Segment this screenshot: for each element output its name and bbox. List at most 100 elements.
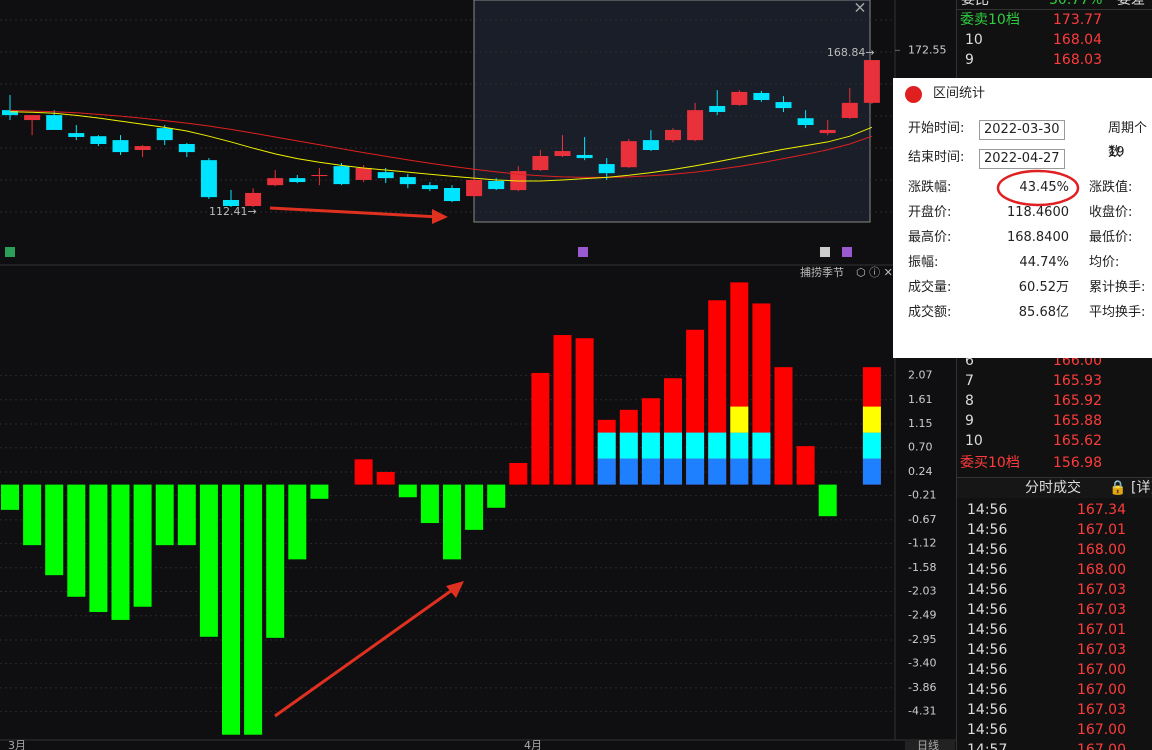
label: 委卖10档 [960,12,1020,28]
label: 均价: [1089,255,1120,270]
bar [310,484,329,499]
candle-body [134,146,151,150]
candle-body [421,185,438,190]
price: 167.03 [1077,702,1126,718]
candle-body [576,154,593,159]
lock[interactable]: 🔒 [1109,480,1127,496]
price: 167.00 [1077,742,1126,750]
overlay-segment [862,458,881,485]
candle-body [753,92,770,100]
time: 14:56 [967,662,1008,678]
price: 165.88 [1053,413,1102,429]
selection-box [473,0,871,223]
candle-body [2,110,18,116]
candle-body [444,188,460,202]
bar [177,484,196,546]
overlay-segment [641,432,660,459]
y-tick-label: 1.61 [908,393,933,406]
icon[interactable] [842,247,852,257]
candle-body [245,192,262,206]
price: 168.00 [1077,542,1126,558]
label: 振幅: [908,255,939,270]
label: 委买10档 [960,455,1020,471]
value: 156.98 [1053,455,1102,471]
bar [67,484,86,597]
candle-body [819,129,836,134]
price: 168.00 [1077,562,1126,578]
icon[interactable] [5,247,15,257]
candle-body [687,110,704,141]
candle-body [355,167,372,180]
level: 10 [965,32,983,48]
depth-row: 9 165.88 [957,411,1152,431]
price: 165.93 [1053,373,1102,389]
overlay-segment [708,432,727,459]
ma-line [9,111,873,182]
bar [111,484,130,620]
date-input[interactable]: 2022-04-27 [979,149,1065,169]
date-input[interactable]: 2022-03-30 [979,120,1065,140]
label: 开盘价: [908,205,952,220]
depth-row: 7 165.93 [957,371,1152,391]
candle-body [642,140,659,150]
label: 涨跌幅: [908,180,952,195]
trade-row: 14:57 167.00 [957,740,1152,750]
overlay-segment [862,432,881,459]
candle-body [620,141,637,168]
level: 6 [965,353,974,369]
period[interactable]: 日线 [917,738,939,750]
ma-line [9,109,873,178]
overlay-segment [686,458,705,485]
bar [288,484,307,560]
candle-body [466,179,483,197]
candle-body [24,115,41,121]
bar-overlays [597,406,881,485]
bar [509,463,528,485]
label: 结束时间: [908,150,965,165]
y-tick-label: -0.67 [908,513,936,526]
overlay-segment [730,458,749,485]
stats-dialog: 区间统计 开始时间: 2022-03-30 周期个数 结束时间: 2022-04-27… [893,78,1152,358]
value: 118.4600 [1006,205,1069,220]
candle-body [156,128,173,141]
candle-body [68,133,85,137]
detail[interactable]: [详] [1131,480,1152,496]
trade-row: 14:56 167.01 [957,620,1152,640]
value: 60.52万 [1018,280,1069,295]
stat-row: 成交额: 85.68亿 平均换手: [893,301,1152,325]
time: 14:56 [967,562,1008,578]
icon[interactable] [820,247,830,257]
stat-row: 振幅: 44.74% 均价: [893,251,1152,275]
overlay-segment [619,458,638,485]
stat-row: 最高价: 168.8400 最低价: [893,226,1152,250]
price: 167.01 [1077,622,1126,638]
price: 167.01 [1077,522,1126,538]
price: 167.03 [1077,582,1126,598]
time: 14:56 [967,602,1008,618]
icon[interactable] [578,247,588,257]
time: 14:56 [967,682,1008,698]
bar [487,484,506,508]
candle-body [554,151,571,156]
overlay-segment [730,432,749,459]
bar [774,367,793,485]
trade-row: 14:56 168.00 [957,540,1152,560]
candle-body [178,144,195,153]
time: 14:57 [967,742,1008,750]
overlay-segment [641,458,660,485]
overlay-segment [752,432,771,459]
price: 167.00 [1077,722,1126,738]
y-tick-label: 1.15 [908,417,933,430]
label: 最高价: [908,230,952,245]
trade-row: 14:56 167.34 [957,500,1152,520]
candle-body [488,180,505,190]
candle-body [598,164,615,174]
icon[interactable]: ⬡ ⓘ ✕ [856,266,893,279]
period-tab[interactable] [905,740,955,750]
y-tick-label: 172.55 [908,43,947,56]
close-button[interactable]: × [853,0,866,17]
value: 173.77 [1053,12,1102,28]
y-tick-label: -3.86 [908,681,936,694]
candle-body [112,140,129,153]
candle-body [90,136,107,145]
